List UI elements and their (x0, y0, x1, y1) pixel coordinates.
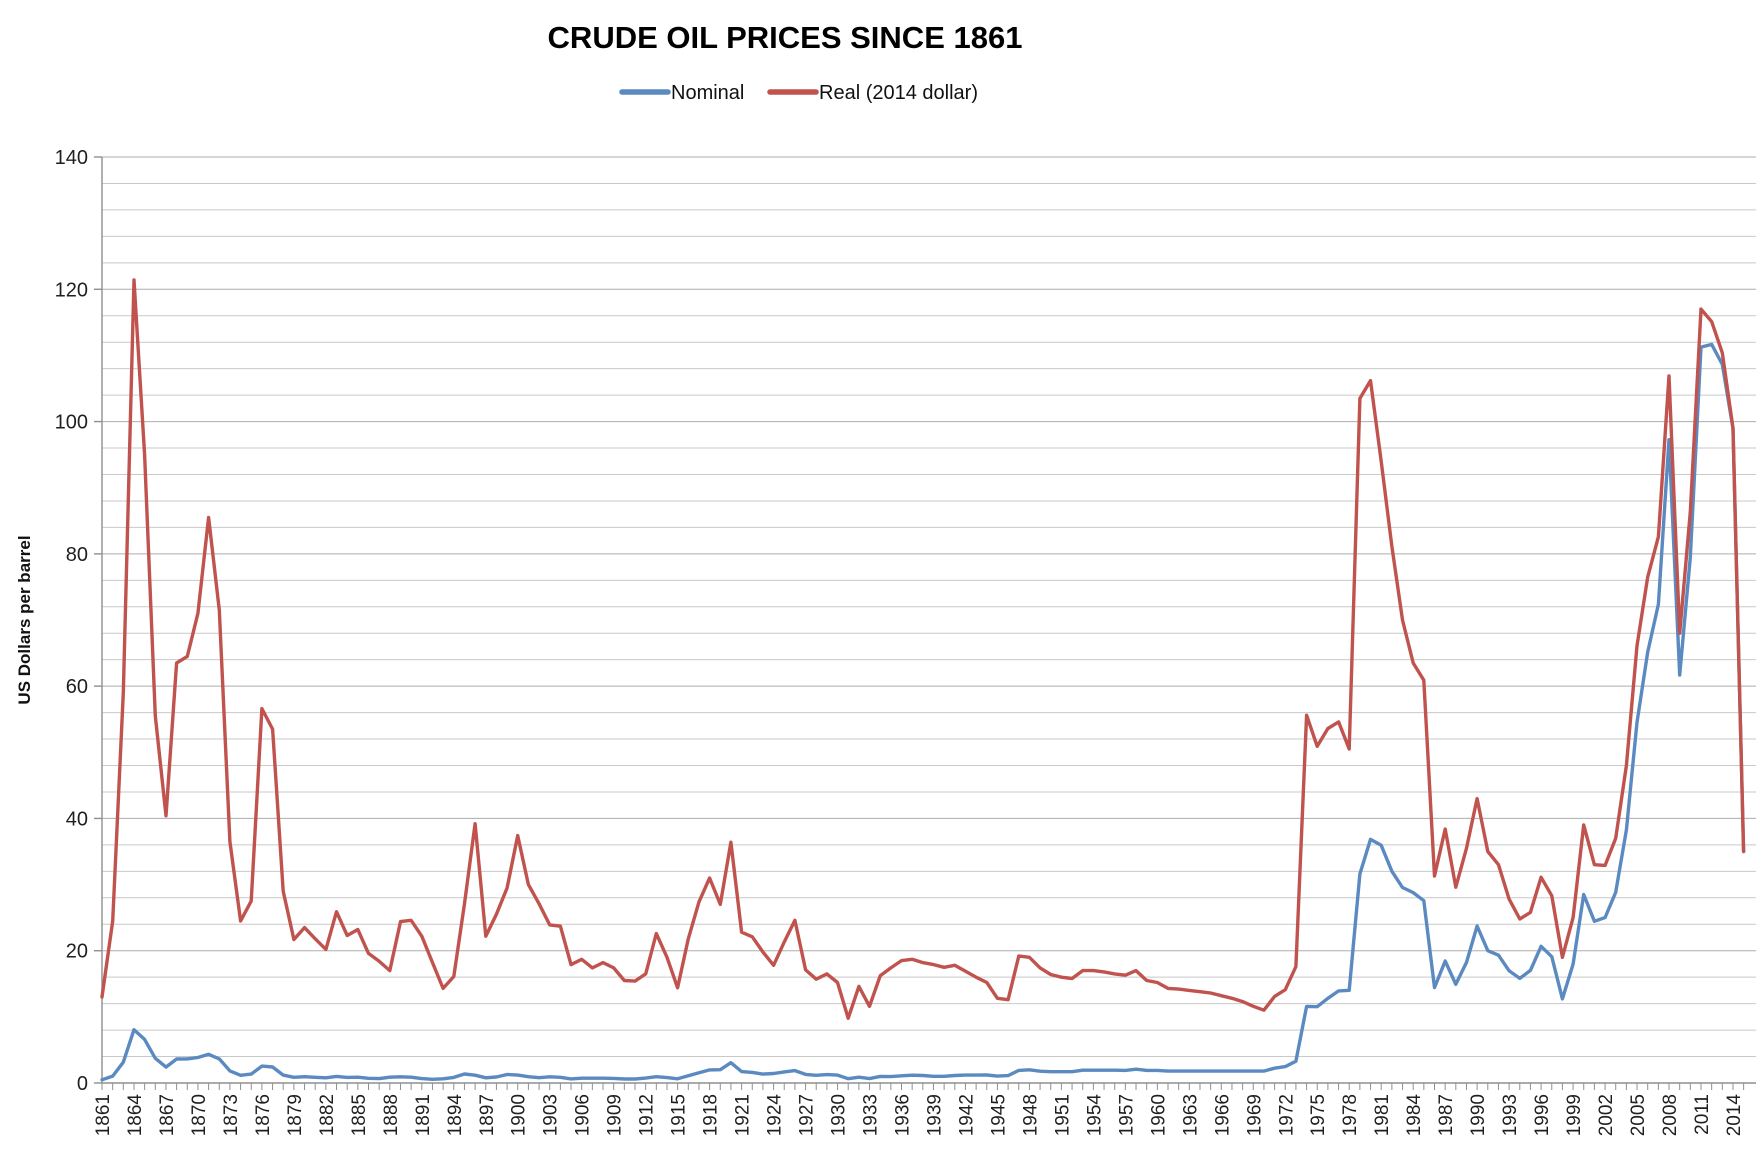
x-tick-label: 2011 (1692, 1094, 1713, 1135)
x-tick-label: 1945 (988, 1094, 1009, 1136)
x-tick-label: 1879 (285, 1094, 306, 1136)
x-tick-label: 1975 (1308, 1094, 1329, 1136)
x-tick-label: 1957 (1116, 1094, 1137, 1136)
x-tick-label: 1861 (93, 1094, 114, 1136)
x-tick-label: 1894 (445, 1094, 466, 1137)
x-tick-label: 1963 (1180, 1094, 1201, 1136)
x-tick-label: 1993 (1500, 1094, 1521, 1136)
x-tick-label: 1954 (1084, 1094, 1105, 1137)
y-tick-label: 60 (66, 676, 88, 698)
y-axis-ticks (94, 156, 102, 1084)
x-tick-label: 1906 (573, 1094, 594, 1136)
x-tick-label: 2005 (1628, 1094, 1649, 1136)
y-tick-label: 80 (66, 544, 88, 566)
x-tick-label: 1885 (349, 1094, 370, 1136)
x-tick-label: 1903 (541, 1094, 562, 1136)
x-tick-label: 1915 (669, 1094, 690, 1136)
x-tick-label: 1873 (221, 1094, 242, 1136)
x-tick-label: 1912 (637, 1094, 658, 1136)
x-tick-label: 2014 (1724, 1094, 1745, 1137)
axes (101, 157, 1756, 1084)
y-tick-label: 100 (55, 412, 88, 434)
x-axis-tick-labels: 1861 1864 1867 1870 1873 1876 1879 1882 1885 1888… (93, 1094, 1745, 1137)
x-tick-label: 1969 (1244, 1094, 1265, 1136)
x-tick-label: 1996 (1532, 1094, 1553, 1136)
x-tick-label: 1888 (381, 1094, 402, 1136)
x-tick-label: 1876 (253, 1094, 274, 1136)
y-axis-tick-labels: 0 20 40 60 80 100 120 140 (55, 147, 88, 1095)
x-tick-label: 1927 (797, 1094, 818, 1136)
x-tick-label: 1909 (605, 1094, 626, 1136)
x-tick-label: 1978 (1340, 1094, 1361, 1136)
x-tick-label: 1924 (765, 1094, 786, 1137)
x-tick-label: 1936 (893, 1094, 914, 1136)
y-tick-label: 120 (55, 279, 88, 301)
x-tick-label: 1966 (1212, 1094, 1233, 1136)
x-tick-label: 1882 (317, 1094, 338, 1136)
y-tick-label: 40 (66, 808, 88, 830)
x-tick-label: 1897 (477, 1094, 498, 1136)
series-line-real (100, 278, 1746, 1020)
x-tick-label: 1987 (1436, 1094, 1457, 1136)
x-tick-label: 2008 (1660, 1094, 1681, 1136)
x-tick-label: 1891 (413, 1094, 434, 1136)
x-tick-label: 1999 (1564, 1094, 1585, 1136)
y-axis-title: US Dollars per barrel (15, 535, 34, 704)
y-tick-label: 140 (55, 147, 88, 169)
x-tick-label: 1870 (189, 1094, 210, 1136)
x-tick-label: 1921 (733, 1094, 754, 1136)
series-lines (100, 278, 1746, 1082)
legend-label-real: Real (2014 dollar) (819, 82, 978, 104)
legend-label-nominal: Nominal (671, 82, 744, 104)
chart-title: CRUDE OIL PRICES SINCE 1861 (548, 20, 1023, 55)
x-tick-label: 1939 (924, 1094, 945, 1136)
x-tick-label: 2002 (1596, 1094, 1617, 1136)
gridlines-minor (102, 182, 1756, 1058)
legend: Nominal Real (2014 dollar) (619, 82, 978, 104)
x-tick-label: 1942 (956, 1094, 977, 1136)
gridlines-major (102, 156, 1756, 952)
x-tick-label: 1960 (1148, 1094, 1169, 1136)
x-tick-label: 1948 (1020, 1094, 1041, 1136)
series-line-nominal (100, 342, 1746, 1082)
x-tick-label: 1867 (157, 1094, 178, 1136)
x-tick-label: 1990 (1468, 1094, 1489, 1136)
x-tick-label: 1981 (1372, 1094, 1393, 1136)
x-tick-label: 1984 (1404, 1094, 1425, 1137)
x-tick-label: 1900 (509, 1094, 530, 1136)
x-tick-label: 1918 (701, 1094, 722, 1136)
y-tick-label: 0 (77, 1073, 88, 1095)
x-axis-ticks (101, 1083, 1745, 1090)
x-tick-label: 1864 (125, 1094, 146, 1137)
y-tick-label: 20 (66, 941, 88, 963)
x-tick-label: 1930 (829, 1094, 850, 1136)
x-tick-label: 1951 (1052, 1094, 1073, 1136)
x-tick-label: 1933 (861, 1094, 882, 1136)
x-tick-label: 1972 (1276, 1094, 1297, 1136)
